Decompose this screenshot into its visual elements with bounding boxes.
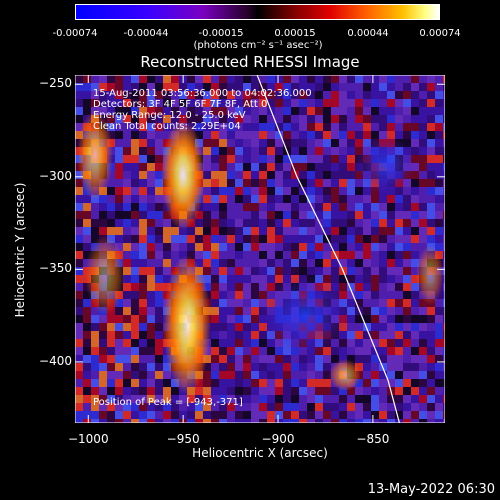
colorbar-tick-label: -0.00074	[52, 28, 98, 39]
x-tick-label: −1000	[67, 432, 109, 446]
x-tick-label: −850	[356, 432, 390, 446]
x-tick-label: −950	[166, 432, 200, 446]
annotation-energy-range: Energy Range: 12.0 - 25.0 keV	[93, 110, 246, 121]
timestamp-footer: 13-May-2022 06:30	[367, 482, 495, 497]
annotation-detectors: Detectors: 3F 4F 5F 6F 7F 8F, Att 0	[93, 99, 268, 110]
plot-area: 15-Aug-2011 03:56:36.000 to 04:02:36.000…	[75, 75, 445, 423]
y-tick-label: −350	[39, 261, 72, 276]
colorbar-tick-label: -0.00044	[123, 28, 169, 39]
x-tick-label: −900	[261, 432, 295, 446]
solar-limb-line	[256, 75, 401, 423]
colorbar-tick-label: 0.00074	[419, 28, 461, 39]
y-tick-label: −300	[39, 168, 72, 183]
heatmap-image	[75, 75, 445, 423]
annotation-clean-counts: Clean Total counts: 2.29E+04	[93, 121, 241, 132]
colorbar-unit-label: (photons cm⁻² s⁻¹ asec⁻²)	[193, 40, 323, 51]
annotation-time-range: 15-Aug-2011 03:56:36.000 to 04:02:36.000	[93, 88, 312, 99]
axis-tick-marks	[75, 75, 445, 423]
y-axis-label: Heliocentric Y (arcsec)	[13, 182, 27, 318]
annotation-peak-position: Position of Peak = [-943,-371]	[93, 397, 243, 408]
y-tick-label: −400	[39, 353, 72, 368]
colorbar-tick-label: -0.00015	[198, 28, 244, 39]
colorbar-tick-label: 0.00044	[347, 28, 389, 39]
chart-title: Reconstructed RHESSI Image	[140, 53, 360, 71]
colorbar-tick-label: 0.00015	[274, 28, 316, 39]
y-tick-label: −250	[39, 76, 72, 91]
x-axis-label: Heliocentric X (arcsec)	[192, 446, 328, 460]
colorbar	[75, 4, 440, 20]
bright-features	[77, 110, 444, 395]
